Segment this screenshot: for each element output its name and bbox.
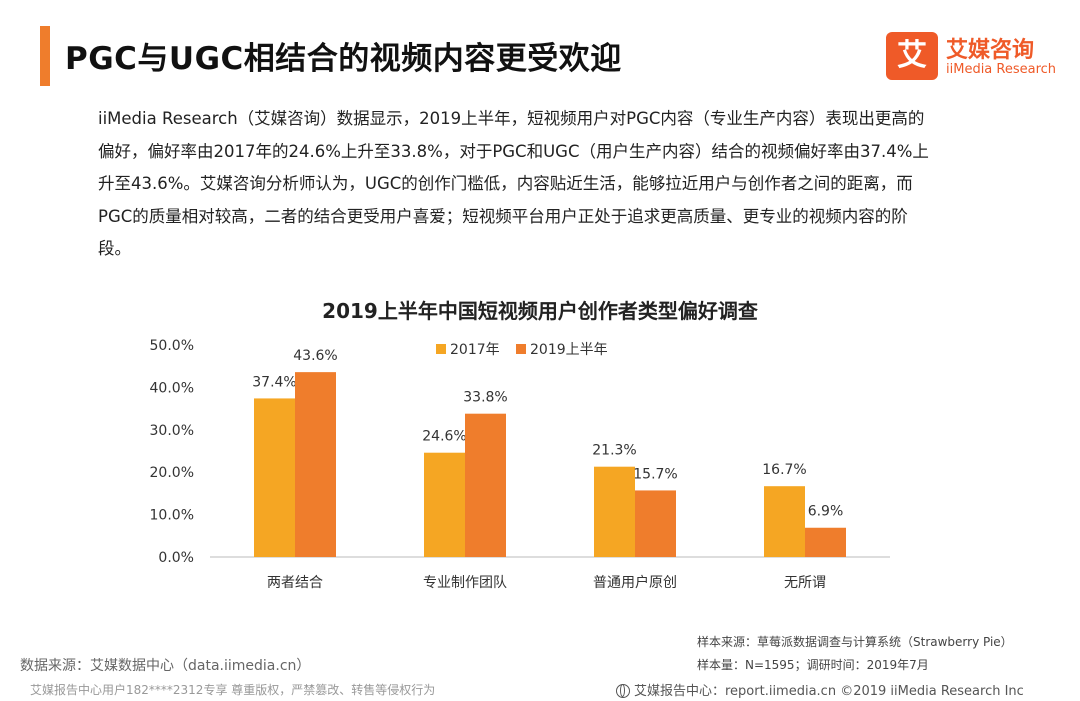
x-tick-label: 无所谓 [784,575,826,591]
bar-series2 [805,527,846,557]
sample-source: 样本来源：草莓派数据调查与计算系统（Strawberry Pie） [697,635,1013,649]
y-tick-label: 40.0% [150,380,194,396]
summary-paragraph: iiMedia Research（艾媒咨询）数据显示，2019上半年，短视频用户… [98,109,929,258]
bar-series2 [295,372,336,557]
x-tick-label: 普通用户原创 [593,574,677,591]
bar-series2 [465,413,506,557]
y-tick-label: 50.0% [150,338,194,354]
data-label: 37.4% [252,374,296,390]
y-tick-label: 20.0% [150,465,194,481]
data-label: 43.6% [293,348,337,364]
y-tick-label: 10.0% [150,508,194,524]
brand-logo: 艾 艾媒咨询 iiMedia Research [886,32,1056,80]
x-tick-label: 专业制作团队 [423,575,507,591]
legend-label: 2019上半年 [530,342,608,358]
bar-series1 [764,486,805,557]
footer-credit-text: 艾媒报告中心：report.iimedia.cn ©2019 iiMedia R… [634,684,1024,699]
data-source: 数据来源：艾媒数据中心（data.iimedia.cn） [20,658,311,674]
logo-name: 艾媒咨询 [946,38,1035,63]
bar-series2 [635,490,676,557]
chart-title: 2019上半年中国短视频用户创作者类型偏好调查 [322,299,758,323]
data-label: 16.7% [762,462,806,478]
data-label: 6.9% [808,504,844,520]
bar-series1 [424,452,465,557]
bar-chart: 0.0% 10.0% 20.0% 30.0% 40.0% 50.0% 37.4% 43.6% 两… [150,338,890,591]
logo-subtitle: iiMedia Research [946,62,1057,77]
y-tick-label: 0.0% [158,550,194,566]
bar-series1 [254,398,295,557]
footer-credit: 艾媒报告中心：report.iimedia.cn ©2019 iiMedia R… [616,680,1024,699]
bar-series1 [594,466,635,557]
y-tick-label: 30.0% [150,423,194,439]
data-label: 24.6% [422,429,466,445]
data-label: 21.3% [592,443,636,459]
title-accent-bar [40,26,50,86]
data-label: 33.8% [463,390,507,406]
globe-icon [616,684,630,698]
footer: 艾媒报告中心用户182****2312专享 尊重版权，严禁篡改、转售等侵权行为 … [0,677,1080,701]
page-title: PGC与UGC相结合的视频内容更受欢迎 [65,41,622,77]
legend-swatch [516,344,526,354]
legend-swatch [436,344,446,354]
x-tick-label: 两者结合 [267,575,323,591]
data-label: 15.7% [633,466,677,482]
copyright-notice: 艾媒报告中心用户182****2312专享 尊重版权，严禁篡改、转售等侵权行为 [30,683,436,697]
legend-label: 2017年 [450,342,500,358]
logo-mark: 艾 [886,32,938,80]
sample-size: 样本量：N=1595；调研时间：2019年7月 [697,658,929,672]
